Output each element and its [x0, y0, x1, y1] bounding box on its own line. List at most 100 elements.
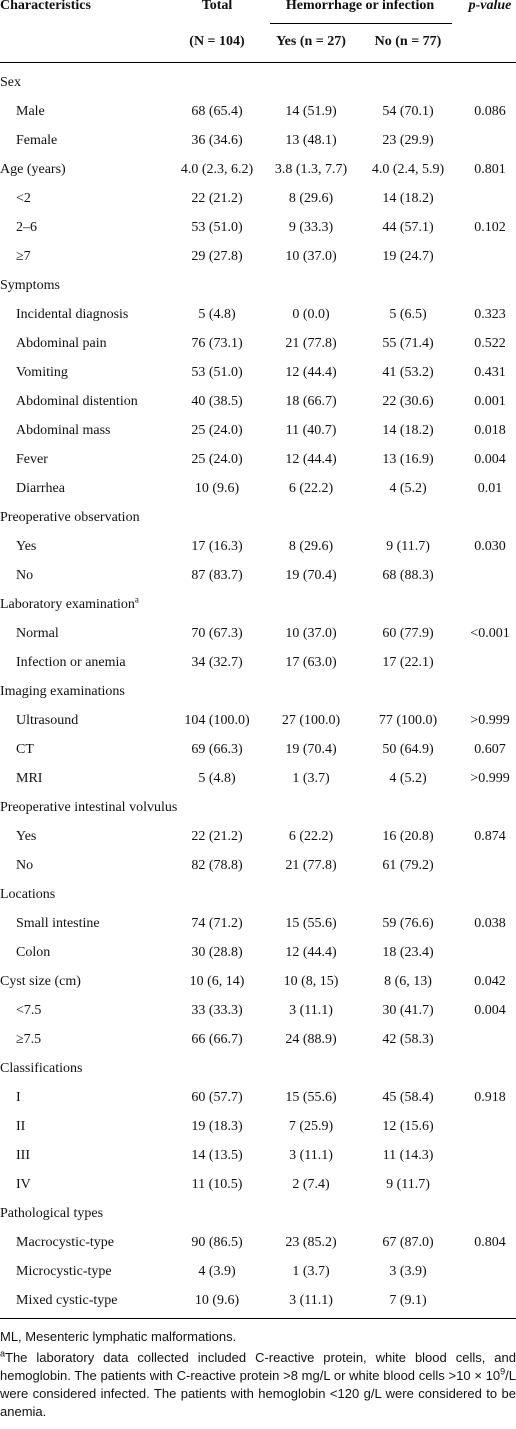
row-label: Imaging examinations — [0, 684, 125, 699]
cell: 14 (13.5) — [191, 1148, 243, 1163]
cell: 0.042 — [474, 974, 506, 989]
cell: 19 (24.7) — [382, 249, 434, 264]
row-label: III — [16, 1148, 30, 1163]
cell: 21 (77.8) — [285, 858, 337, 873]
cell: 5 (4.8) — [198, 307, 236, 322]
cell: >0.999 — [470, 713, 510, 728]
cell: 10 (9.6) — [194, 1293, 240, 1308]
row-label: Colon — [16, 945, 51, 960]
cell: 23 (29.9) — [382, 133, 434, 148]
cell: 3.8 (1.3, 7.7) — [274, 162, 348, 177]
row-label: IV — [16, 1177, 31, 1192]
row-label: Incidental diagnosis — [16, 307, 129, 322]
cell: <0.001 — [470, 626, 510, 641]
row-label: ≥7 — [16, 249, 31, 264]
cell: 0.804 — [474, 1235, 506, 1250]
cell: 9 (11.7) — [386, 1177, 430, 1192]
row-label: Preoperative intestinal volvulus — [0, 800, 178, 815]
cell: 0.001 — [474, 394, 506, 409]
row-label: Microcystic-type — [16, 1264, 112, 1279]
cell: 0 (0.0) — [292, 307, 330, 322]
footnote-text: ML, Mesenteric lymphatic malformations. — [0, 1329, 237, 1344]
cell: 3 (11.1) — [289, 1293, 333, 1308]
row-label: Vomiting — [16, 365, 68, 380]
cell: 24 (88.9) — [285, 1032, 337, 1047]
cell: 16 (20.8) — [382, 829, 434, 844]
row-label: <2 — [16, 191, 31, 206]
cell: 45 (58.4) — [382, 1090, 434, 1105]
cell: 25 (24.0) — [191, 423, 243, 438]
cell: 53 (51.0) — [191, 365, 243, 380]
row-label: Locations — [0, 887, 56, 902]
row-label: Sex — [0, 75, 21, 90]
row-label: CT — [16, 742, 34, 757]
cell: 5 (6.5) — [389, 307, 427, 322]
cell: 54 (70.1) — [382, 104, 434, 119]
cell: 0.01 — [477, 481, 503, 496]
cell: 66 (66.7) — [191, 1032, 243, 1047]
cell: 9 (33.3) — [288, 220, 334, 235]
row-label: Female — [16, 133, 58, 148]
cell: 74 (71.2) — [191, 916, 243, 931]
cell: 19 (70.4) — [285, 742, 337, 757]
row-label: Infection or anemia — [16, 655, 126, 670]
row-label: I — [16, 1090, 21, 1105]
cell: 13 (48.1) — [285, 133, 337, 148]
header-cell: Characteristics — [0, 0, 91, 13]
cell: 77 (100.0) — [378, 713, 438, 728]
cell: 18 (66.7) — [285, 394, 337, 409]
row-label: Cyst size (cm) — [0, 974, 81, 989]
cell: 0.801 — [474, 162, 506, 177]
cell: 14 (51.9) — [285, 104, 337, 119]
cell: 70 (67.3) — [191, 626, 243, 641]
cell: 7 (9.1) — [389, 1293, 427, 1308]
row-label: ≥7.5 — [16, 1032, 42, 1047]
cell: 67 (87.0) — [382, 1235, 434, 1250]
cell: 11 (10.5) — [191, 1177, 243, 1192]
cell: 82 (78.8) — [191, 858, 243, 873]
cell: 0.431 — [474, 365, 506, 380]
row-label: Small intestine — [16, 916, 100, 931]
cell: 12 (44.4) — [285, 452, 337, 467]
row-label: Normal — [16, 626, 59, 641]
cell: 0.086 — [474, 104, 506, 119]
header-cell: (N = 104) — [189, 34, 245, 49]
row-label: II — [16, 1119, 26, 1134]
cell: 76 (73.1) — [191, 336, 243, 351]
cell: 11 (40.7) — [285, 423, 337, 438]
row-label: Pathological types — [0, 1206, 104, 1221]
cell: 90 (86.5) — [191, 1235, 243, 1250]
cell: 10 (6, 14) — [189, 974, 245, 989]
row-label: Ultrasound — [16, 713, 79, 728]
cell: 3 (11.1) — [289, 1148, 333, 1163]
cell: 17 (63.0) — [285, 655, 337, 670]
cell: 30 (28.8) — [191, 945, 243, 960]
footnote-text: The laboratory data collected included C… — [0, 1350, 516, 1383]
cell: 4 (5.2) — [389, 481, 427, 496]
cell: 22 (30.6) — [382, 394, 434, 409]
cell: 4.0 (2.4, 5.9) — [371, 162, 445, 177]
cell: 13 (16.9) — [382, 452, 434, 467]
cell: 0.030 — [474, 539, 506, 554]
cell: 1 (3.7) — [292, 771, 330, 786]
cell: 36 (34.6) — [191, 133, 243, 148]
cell: 29 (27.8) — [191, 249, 243, 264]
row-label: 2–6 — [16, 220, 37, 235]
cell: 17 (16.3) — [191, 539, 243, 554]
row-label: Fever — [16, 452, 48, 467]
row-label: No — [16, 568, 34, 583]
cell: 22 (21.2) — [191, 829, 243, 844]
cell: 0.038 — [474, 916, 506, 931]
header-cell: Yes (n = 27) — [276, 34, 346, 49]
cell: 18 (23.4) — [382, 945, 434, 960]
cell: 11 (14.3) — [382, 1148, 434, 1163]
row-label: Macrocystic-type — [16, 1235, 114, 1250]
cell: 4 (5.2) — [389, 771, 427, 786]
cell: 59 (76.6) — [382, 916, 434, 931]
cell: 10 (9.6) — [194, 481, 240, 496]
cell: 19 (18.3) — [191, 1119, 243, 1134]
cell: 4 (3.9) — [198, 1264, 236, 1279]
header-cell: Hemorrhage or infection — [285, 0, 435, 13]
bottom-rule — [0, 1318, 516, 1319]
